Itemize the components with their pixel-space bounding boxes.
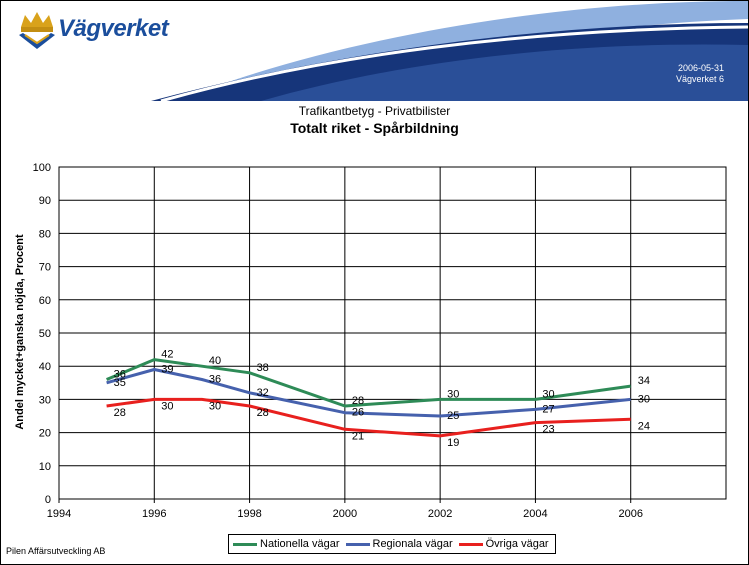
data-label: 28 [352, 395, 364, 407]
x-tick-label: 2000 [333, 508, 357, 520]
x-tick-label: 2004 [523, 508, 547, 520]
series-line-1 [106, 368, 631, 418]
brand-logo-text: Vägverket [58, 15, 169, 42]
header-banner [19, 1, 748, 101]
series-line-0 [106, 358, 631, 408]
data-label: 28 [257, 407, 269, 419]
chart-subtitle: Trafikantbetyg - Privatbilister [298, 104, 451, 118]
y-tick-label: 40 [39, 361, 51, 373]
data-label: 26 [352, 407, 364, 419]
data-label: 30 [447, 388, 459, 400]
series-line-2 [106, 397, 631, 438]
y-tick-label: 80 [39, 228, 51, 240]
data-label: 25 [447, 410, 459, 422]
x-tick-label: 1994 [47, 508, 71, 520]
y-tick-label: 10 [39, 461, 51, 473]
legend-swatch [233, 542, 257, 546]
y-tick-label: 90 [39, 195, 51, 207]
x-tick-label: 1998 [237, 508, 261, 520]
legend-swatch [458, 542, 483, 546]
crown-emblem-icon [19, 12, 55, 49]
legend-item-2: Övriga vägar [458, 538, 549, 550]
banner-swoosh-light [181, 1, 748, 99]
data-label: 40 [209, 355, 221, 367]
footer-text: Pilen Affärsutveckling AB [6, 546, 106, 556]
x-tick-label: 2006 [618, 508, 642, 520]
report-date: 2006-05-31 [677, 63, 724, 73]
data-label: 24 [638, 420, 650, 432]
legend-label: Regionala vägar [372, 538, 453, 550]
data-label: 36 [114, 368, 126, 380]
y-axis-label: Andel mycket+ganska nöjda, Procent [14, 234, 26, 430]
data-label: 23 [542, 424, 554, 436]
banner-swoosh-white [160, 25, 748, 101]
data-label: 32 [257, 387, 269, 399]
data-label: 39 [161, 364, 173, 376]
y-tick-label: 60 [39, 295, 51, 307]
legend-item-1: Regionala vägar [345, 538, 453, 550]
y-tick-label: 70 [39, 262, 51, 274]
data-label: 30 [209, 400, 221, 412]
banner-swoosh-mid [261, 44, 748, 101]
data-label: 21 [352, 430, 364, 442]
data-label: 34 [638, 375, 650, 387]
page-info: Vägverket 6 [675, 74, 724, 84]
series-layer [106, 358, 631, 438]
data-label: 36 [209, 373, 221, 385]
y-tick-label: 0 [45, 494, 51, 506]
chart-title: Totalt riket - Spårbildning [290, 120, 459, 136]
legend-swatch [345, 542, 370, 546]
data-label: 30 [638, 393, 650, 405]
data-label: 30 [542, 388, 554, 400]
legend-label: Övriga vägar [485, 538, 549, 550]
y-tick-label: 100 [33, 162, 51, 174]
data-label: 42 [161, 349, 173, 361]
data-label: 35 [114, 377, 126, 389]
data-labels-layer: 36 42 40 38 28 30 30 34 35 39 36 32 26 25 27 30 28 30 30 28… [114, 349, 650, 449]
data-label: 19 [447, 437, 459, 449]
legend-item-0: Nationella vägar [233, 538, 340, 550]
axes-layer: 0 10 20 30 40 50 60 70 80 90 100 1994 1996 1998 2000 20… [33, 162, 643, 520]
legend-label: Nationella vägar [260, 538, 340, 550]
chart-legend: Nationella vägar Regionala vägar Övriga vä… [228, 534, 556, 554]
y-tick-label: 30 [39, 394, 51, 406]
x-tick-label: 2002 [428, 508, 452, 520]
x-tick-label: 1996 [142, 508, 166, 520]
data-label: 27 [542, 403, 554, 415]
data-label: 38 [257, 362, 269, 374]
grid-layer [58, 166, 727, 500]
y-tick-label: 50 [39, 328, 51, 340]
data-label: 30 [161, 400, 173, 412]
y-tick-label: 20 [39, 428, 51, 440]
data-label: 28 [114, 407, 126, 419]
